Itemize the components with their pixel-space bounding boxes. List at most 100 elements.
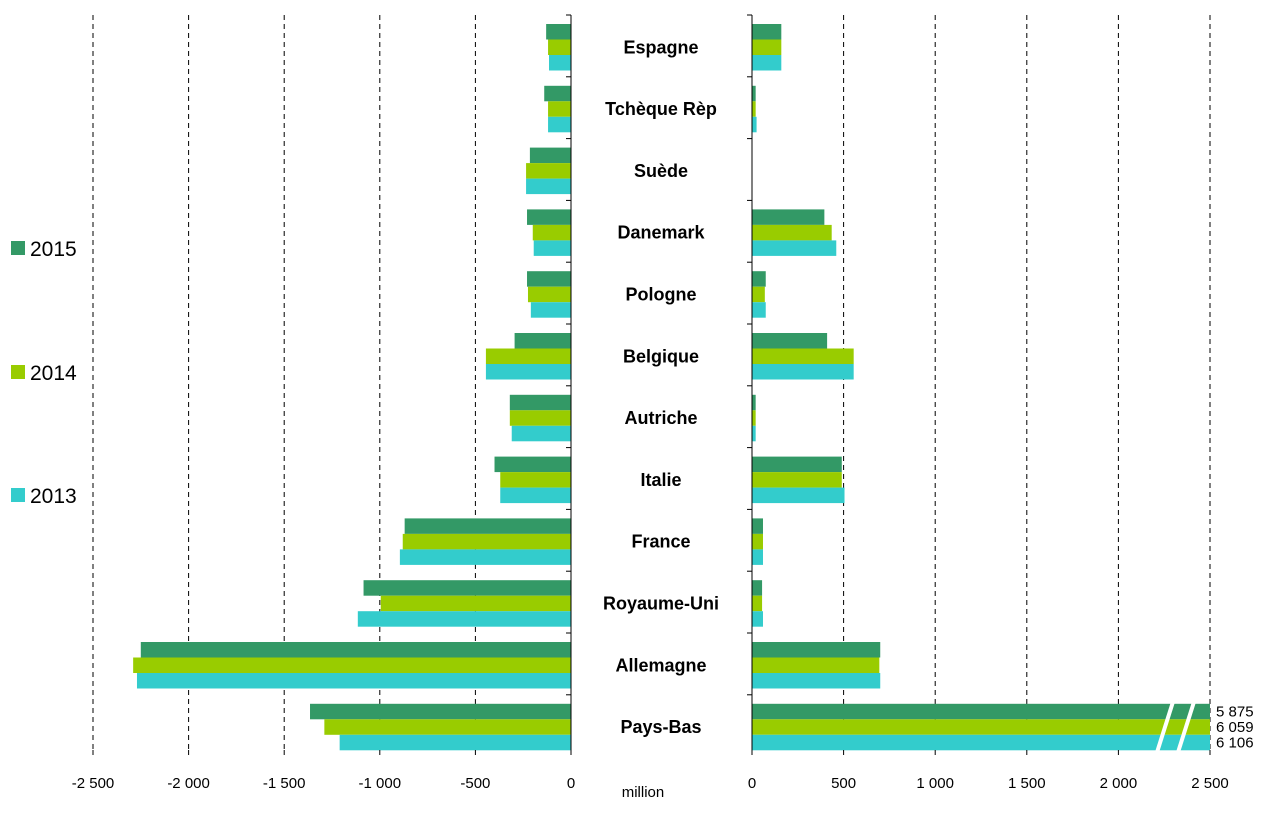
bar-2014-Pologne bbox=[527, 286, 571, 303]
bar-2015-Allemagne bbox=[140, 642, 572, 658]
bar-2013-Royaume-Uni bbox=[752, 611, 763, 627]
bar-2014-Pays-Bas bbox=[752, 719, 1210, 735]
bar-2014-Suède bbox=[526, 163, 571, 179]
axis-break-mark bbox=[1155, 701, 1175, 753]
bar-2014-France bbox=[402, 533, 571, 550]
category-label: Tchèque Rèp bbox=[605, 99, 717, 119]
bar-2013-Allemagne bbox=[136, 673, 571, 689]
category-label: Autriche bbox=[624, 408, 697, 428]
bar-2014-Autriche bbox=[752, 410, 756, 426]
bar-2013-Danemark bbox=[752, 240, 837, 256]
bar-2014-France bbox=[752, 533, 763, 550]
tick-label: 2 500 bbox=[1191, 775, 1229, 792]
bar-2015-Royaume-Uni bbox=[752, 580, 763, 596]
category-label: Italie bbox=[640, 470, 681, 490]
bar-2015-Autriche bbox=[752, 394, 756, 411]
bar-2013-Royaume-Uni bbox=[357, 611, 571, 627]
bar-2015-Italie bbox=[752, 456, 842, 473]
tick-label: -1 500 bbox=[263, 775, 306, 792]
category-label: Espagne bbox=[623, 37, 698, 57]
bar-2014-Autriche bbox=[509, 410, 571, 426]
bar-2014-Espagne bbox=[548, 39, 571, 55]
bar-2014-Tchèque Rèp bbox=[752, 101, 756, 117]
bar-2014-Royaume-Uni bbox=[380, 595, 571, 612]
bar-2013-Tchèque Rèp bbox=[752, 116, 757, 133]
grid-lines bbox=[92, 15, 1211, 750]
bar-2013-Suède bbox=[526, 178, 571, 195]
bar-2015-France bbox=[752, 518, 763, 534]
category-label: Allemagne bbox=[615, 655, 706, 675]
break-value-label: 6 059 bbox=[1216, 719, 1254, 736]
tick-label: 0 bbox=[567, 775, 575, 792]
bar-2013-Pays-Bas bbox=[752, 734, 1210, 751]
tick-label: 0 bbox=[748, 775, 756, 792]
bar-2015-Suède bbox=[529, 147, 571, 164]
bar-2013-Italie bbox=[500, 487, 571, 504]
tick-label: 2 000 bbox=[1100, 775, 1138, 792]
legend-label: 2013 bbox=[30, 485, 77, 508]
category-label: Suède bbox=[634, 161, 688, 181]
bar-2014-Pologne bbox=[752, 286, 765, 303]
bar-2014-Italie bbox=[500, 472, 571, 488]
bar-2014-Allemagne bbox=[133, 657, 572, 673]
bar-2014-Belgique bbox=[752, 348, 854, 364]
bar-2015-Espagne bbox=[546, 24, 571, 40]
bar-2015-Belgique bbox=[514, 333, 571, 349]
bar-2013-France bbox=[752, 549, 763, 565]
bar-2015-Pays-Bas bbox=[752, 703, 1210, 720]
bar-2015-Italie bbox=[494, 456, 571, 473]
bar-2015-Pologne bbox=[752, 271, 766, 287]
bar-2015-Danemark bbox=[527, 209, 571, 225]
break-value-label: 5 875 bbox=[1216, 704, 1254, 721]
bar-2015-Allemagne bbox=[752, 642, 881, 658]
tick-label: 1 500 bbox=[1008, 775, 1046, 792]
bar-2014-Pays-Bas bbox=[324, 719, 571, 735]
tick-label: -1 000 bbox=[359, 775, 402, 792]
legend-swatch-2013 bbox=[11, 488, 25, 502]
bar-2015-Autriche bbox=[509, 394, 571, 411]
tick-labels: -2 500 -2 000 -1 500 -1 000 -500 0 0 500 1 000 1 … bbox=[72, 775, 1229, 792]
bar-2013-Espagne bbox=[549, 55, 571, 71]
axis-break-mark bbox=[1176, 701, 1196, 753]
category-label: Pologne bbox=[626, 284, 697, 304]
bar-2013-Autriche bbox=[752, 425, 756, 442]
tick-label: 500 bbox=[831, 775, 856, 792]
bar-2015-Belgique bbox=[752, 333, 828, 349]
category-label: Pays-Bas bbox=[620, 717, 701, 737]
category-label: France bbox=[631, 532, 690, 552]
x-axis-title: million bbox=[622, 784, 665, 801]
bar-2015-France bbox=[404, 518, 571, 534]
bar-2014-Belgique bbox=[485, 348, 571, 364]
category-label: Danemark bbox=[617, 223, 705, 243]
bar-2013-Tchèque Rèp bbox=[548, 116, 571, 133]
tick-label: -500 bbox=[460, 775, 490, 792]
bar-2014-Danemark bbox=[532, 224, 571, 241]
legend-label: 2014 bbox=[30, 362, 77, 385]
bar-2015-Royaume-Uni bbox=[363, 580, 571, 596]
bar-2014-Danemark bbox=[752, 224, 832, 241]
bar-2015-Tchèque Rèp bbox=[752, 85, 756, 102]
tick-label: -2 500 bbox=[72, 775, 115, 792]
bar-2014-Espagne bbox=[752, 39, 782, 55]
tick-label: -2 000 bbox=[167, 775, 210, 792]
legend-swatch-2015 bbox=[11, 241, 25, 255]
bar-2014-Tchèque Rèp bbox=[548, 101, 571, 117]
bar-2013-Belgique bbox=[485, 364, 571, 380]
bars bbox=[133, 24, 1210, 751]
category-label: Royaume-Uni bbox=[603, 593, 719, 613]
legend-label: 2015 bbox=[30, 238, 77, 261]
bar-2013-Pays-Bas bbox=[339, 734, 571, 751]
bar-2013-Allemagne bbox=[752, 673, 881, 689]
bar-2014-Royaume-Uni bbox=[752, 595, 763, 612]
bar-2015-Danemark bbox=[752, 209, 825, 225]
legend: 2015 2014 2013 bbox=[11, 238, 77, 508]
category-label: Belgique bbox=[623, 346, 699, 366]
bar-2013-Belgique bbox=[752, 364, 854, 380]
bar-2013-Pologne bbox=[530, 302, 571, 318]
bar-2015-Pays-Bas bbox=[310, 703, 571, 720]
legend-swatch-2014 bbox=[11, 365, 25, 379]
bar-2013-Espagne bbox=[752, 55, 782, 71]
axes bbox=[92, 14, 1211, 755]
